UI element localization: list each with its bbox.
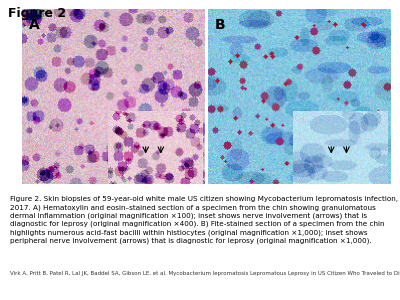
Text: B: B bbox=[215, 18, 226, 32]
Text: Virk A, Pritt B, Patel R, Lal JK, Baddel SA, Gibson LE, et al. Mycobacterium lep: Virk A, Pritt B, Patel R, Lal JK, Baddel… bbox=[10, 272, 400, 277]
Text: Figure 2. Skin biopsies of 59-year-old white male US citizen showing Mycobacteri: Figure 2. Skin biopsies of 59-year-old w… bbox=[10, 196, 398, 244]
Text: A: A bbox=[29, 18, 40, 32]
Text: Figure 2: Figure 2 bbox=[8, 7, 66, 20]
